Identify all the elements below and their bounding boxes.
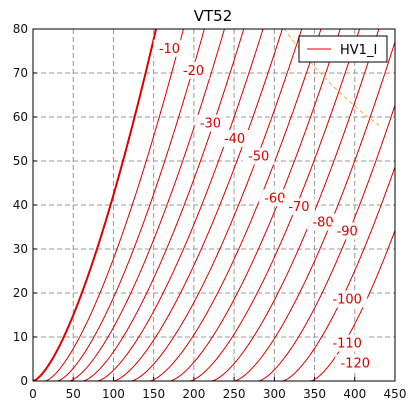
x-tick-label: 400 <box>343 387 366 401</box>
curve-label: -110 <box>332 337 362 352</box>
plate-curve <box>233 40 395 381</box>
plate-curve <box>82 29 245 381</box>
curve-label-box <box>177 61 210 79</box>
curve-label: -50 <box>248 150 269 165</box>
power-limit-curve <box>283 29 380 126</box>
chart-title: VT52 <box>194 7 233 25</box>
curve-label: -90 <box>337 224 358 239</box>
plate-curve <box>149 29 322 381</box>
x-tick-label: 100 <box>102 387 125 401</box>
y-tick-label: 10 <box>13 330 28 344</box>
y-tick-label: 50 <box>13 154 28 168</box>
x-tick-label: 0 <box>29 387 37 401</box>
plate-curve <box>97 29 264 381</box>
curve-label: -10 <box>159 42 180 57</box>
curve-label-box <box>327 290 368 308</box>
curve-label-box <box>218 130 251 147</box>
curve-label-box <box>335 354 376 372</box>
plate-curve-bold <box>33 29 158 381</box>
plate-curve <box>56 29 205 381</box>
plate-curve <box>44 29 184 381</box>
curve-label: -100 <box>332 293 362 308</box>
y-tick-label: 30 <box>13 242 28 256</box>
curve-label: -70 <box>288 200 309 215</box>
plate-curve <box>69 29 225 381</box>
curve-label: -120 <box>340 356 370 371</box>
curve-label: -30 <box>200 117 221 132</box>
plate-curve <box>211 29 380 381</box>
curve-label-box <box>282 198 315 216</box>
x-tick-label: 450 <box>384 387 407 401</box>
y-tick-label: 70 <box>13 66 28 80</box>
curve-label-box <box>258 189 291 207</box>
plate-curves <box>33 29 395 381</box>
curve-label-box <box>242 147 275 165</box>
curve-label-box <box>307 213 340 231</box>
curve-label: -80 <box>312 216 333 231</box>
x-tick-label: 50 <box>66 387 81 401</box>
tick-labels: 0 50 100 150 200 250 300 350 400 450 0 10 20 30 40 50 60… <box>13 22 407 401</box>
plate-curve <box>189 29 361 381</box>
curve-label-box <box>194 114 227 132</box>
x-tick-label: 300 <box>263 387 286 401</box>
y-tick-label: 80 <box>13 22 28 36</box>
curve-label-box <box>331 222 364 240</box>
y-tick-label: 40 <box>13 198 28 212</box>
plate-curve <box>113 29 283 381</box>
curve-label-box <box>327 334 368 352</box>
plate-curve <box>282 165 395 381</box>
legend-label: HV1_I <box>340 43 377 58</box>
y-tick-label: 20 <box>13 286 28 300</box>
curve-label: -60 <box>264 191 285 206</box>
plot-frame <box>32 28 396 382</box>
x-tick-label: 250 <box>223 387 246 401</box>
y-tick-label: 60 <box>13 110 28 124</box>
y-tick-label: 0 <box>20 374 28 388</box>
curve-label: -40 <box>224 132 245 147</box>
x-tick-label: 150 <box>142 387 165 401</box>
x-tick-label: 350 <box>303 387 326 401</box>
x-tick-label: 200 <box>182 387 205 401</box>
plate-curve <box>131 29 303 381</box>
curve-label: -20 <box>183 64 204 79</box>
curve-labels: -10-20 -30-40-50 -60-70-80 -90 -100 -110 -120 <box>153 39 376 372</box>
legend: HV1_I <box>298 35 388 63</box>
curve-label-box <box>153 39 186 57</box>
plate-curve <box>169 29 341 381</box>
